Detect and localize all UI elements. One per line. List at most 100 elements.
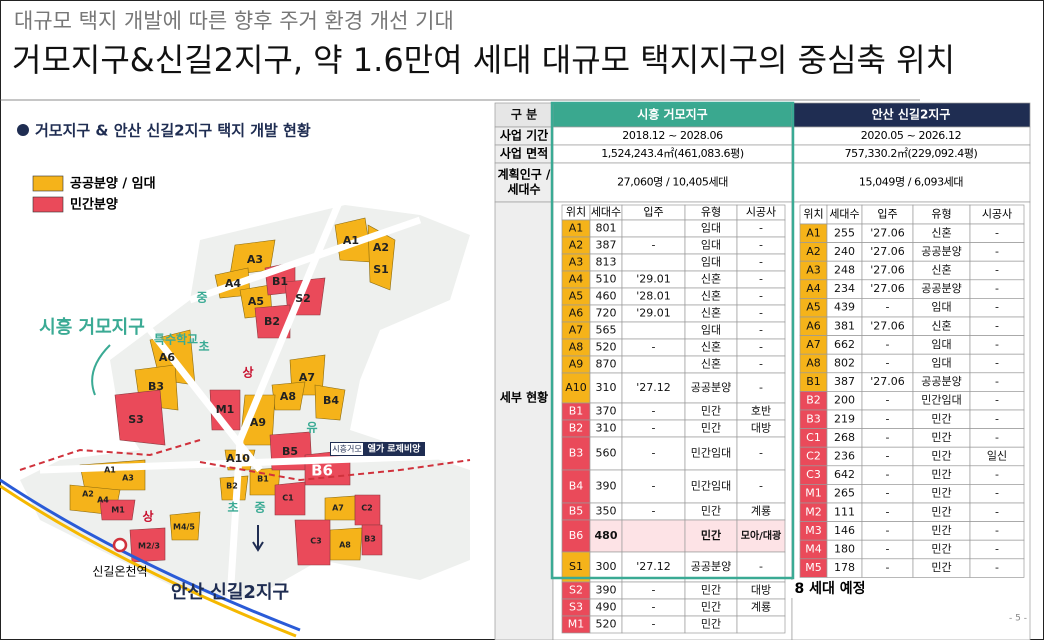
table-value: -	[759, 273, 763, 286]
table-value: C2	[806, 450, 821, 463]
table-value: B3	[569, 447, 584, 460]
column-header: 세대수	[591, 206, 621, 219]
map-label: 중	[254, 501, 265, 515]
table-value: 임대	[701, 239, 721, 252]
table-value: -	[886, 524, 890, 537]
table-value: -	[995, 487, 999, 500]
subtitle: 대규모 택지 개발에 따른 향후 주거 환경 개선 기대	[14, 9, 454, 33]
district-boundary	[19, 439, 471, 482]
table-value: -	[995, 357, 999, 370]
table-value: -	[759, 307, 763, 320]
column-header: 입주	[643, 206, 663, 219]
table-value: '27.12	[636, 381, 671, 394]
table-value: -	[995, 412, 999, 425]
table-value: '29.01	[636, 307, 671, 320]
table-value: 520	[596, 341, 617, 354]
table-value: A6	[806, 319, 821, 332]
table-value: 111	[834, 505, 855, 518]
table-value: 813	[596, 256, 617, 269]
map-label: A7	[332, 504, 344, 513]
table-value: B6	[569, 529, 584, 542]
table-value: 공공분양	[921, 375, 961, 388]
table-cell	[561, 436, 591, 471]
table-cell	[621, 219, 686, 238]
table-value: 민간	[701, 618, 721, 631]
table-value: 민간	[701, 601, 721, 614]
table-value: 민간	[931, 524, 951, 537]
table-value: 480	[595, 529, 618, 542]
column-header: 유형	[701, 206, 721, 219]
table-value: -	[995, 468, 999, 481]
table-cell	[969, 558, 1025, 578]
table-value: 민간임대	[691, 447, 731, 460]
table-value: 일신	[987, 449, 1007, 463]
table-value: 510	[596, 273, 617, 286]
table-value: -	[652, 618, 656, 631]
table-value: B2	[569, 422, 584, 435]
table-cell	[621, 355, 686, 374]
table-value: 180	[834, 543, 855, 556]
map-label: C3	[310, 537, 321, 546]
table-value: -	[995, 543, 999, 556]
table-value: 임대	[701, 222, 721, 235]
map-label: M1	[111, 506, 125, 515]
table-value: '27.06	[870, 282, 905, 295]
table-cell	[736, 615, 786, 634]
table-value: '27.06	[870, 264, 905, 277]
table-value: 801	[596, 222, 617, 235]
table-value: -	[759, 256, 763, 269]
table-value: 870	[596, 358, 617, 371]
table-value: -	[652, 480, 656, 493]
column-header: 입주	[877, 208, 897, 221]
table-value: 신혼	[701, 358, 721, 371]
map-label: A4	[225, 277, 242, 290]
table-cell	[621, 372, 686, 404]
table-value: 300	[596, 560, 617, 573]
map-highlight: B6	[311, 462, 333, 480]
column-header: 구 분	[511, 108, 537, 122]
highlight-frame	[550, 101, 795, 580]
table-value: 255	[834, 226, 855, 239]
map-label: A2	[373, 241, 389, 254]
table-value: -	[995, 319, 999, 332]
table-cell	[621, 253, 686, 272]
map-label: A1	[104, 466, 116, 475]
table-value: 310	[596, 422, 617, 435]
title: 거모지구&신길2지구, 약 1.6만여 세대 대규모 택지지구의 중심축 위치	[12, 41, 955, 79]
map-label: A2	[82, 490, 94, 499]
table-value: 490	[596, 601, 617, 614]
table-value: -	[652, 341, 656, 354]
map-label: S2	[295, 292, 311, 305]
table-value: A9	[569, 358, 584, 371]
table-value: 265	[834, 487, 855, 500]
table-value: 178	[834, 561, 855, 574]
table-value: 387	[596, 239, 617, 252]
table-cell	[621, 321, 686, 340]
district-label: 시흥 거모지구	[39, 316, 145, 338]
table-value: '27.06	[870, 226, 905, 239]
table-value: -	[886, 431, 890, 444]
table-value: -	[995, 375, 999, 388]
table-value: M5	[805, 561, 822, 574]
table-value: 민간	[931, 450, 951, 463]
table-value: 민간	[931, 487, 951, 500]
table-value: 신혼	[701, 307, 721, 320]
table-cell	[736, 469, 786, 504]
table-cell	[561, 519, 591, 553]
table-value: B2	[806, 394, 821, 407]
table-value: -	[759, 447, 763, 460]
table-value: -	[759, 239, 763, 252]
table-value: S2	[569, 584, 583, 597]
table-value: -	[886, 487, 890, 500]
table-value: 390	[596, 584, 617, 597]
table-value: M3	[805, 524, 822, 537]
table-value: -	[886, 301, 890, 314]
table-value: -	[886, 561, 890, 574]
table-value: 200	[834, 394, 855, 407]
table-value: 240	[834, 245, 855, 258]
table-cell	[552, 162, 793, 203]
table-value: 219	[834, 412, 855, 425]
map-label: A4	[97, 496, 109, 505]
table-value: 248	[834, 264, 855, 277]
